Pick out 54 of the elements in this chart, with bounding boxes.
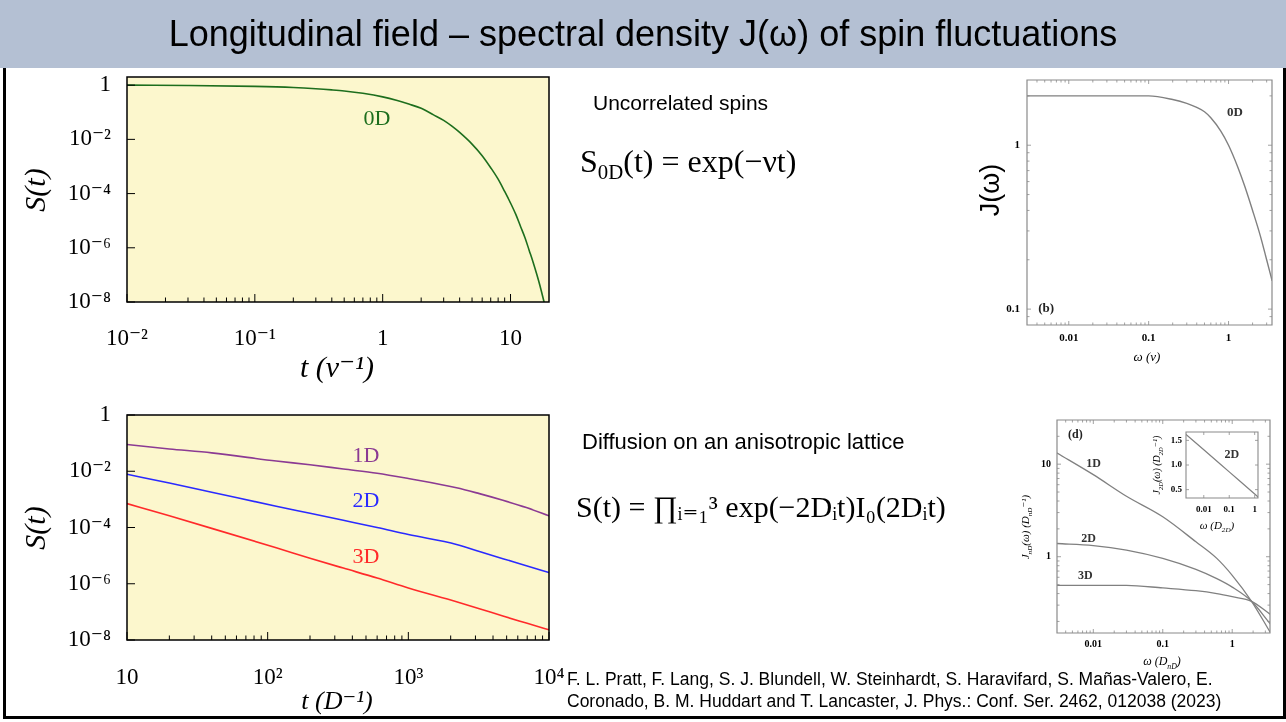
text: F. L. Pratt, F. Lang, S. J. Blundell, W. Steinhardt, S. Haravifard, S. Mañas-Valero, E. Coronado, B. M. Huddart and T. Lancaster, J. Phys.: Conf. Ser. 2462, 012038 (2023) <box>567 669 1223 713</box>
annotation: (d) <box>1067 427 1083 441</box>
y-tick-label: 10⁻⁴ <box>67 513 111 539</box>
x-axis-title: ω (D$_{2D}$) <box>1199 518 1235 535</box>
x-tick-label: 1 <box>1229 637 1235 649</box>
series-label: 3D <box>352 542 380 568</box>
legend-label: 2D <box>1224 447 1240 462</box>
x-tick-label: 10 <box>499 324 523 350</box>
y-tick-label: 10⁻⁶ <box>67 569 111 595</box>
series-label: 0D <box>363 105 391 131</box>
text: S(t) = ∏ᵢ₌₁³ exp(−2Dᵢt)I₀(2Dᵢt) <box>576 489 946 526</box>
series-label: 3D <box>1077 568 1093 583</box>
y-tick-label: 1.0 <box>1170 459 1183 470</box>
y-tick-label: 10⁻² <box>68 457 112 483</box>
y-tick-label: 10⁻⁶ <box>67 233 111 259</box>
y-tick-label: 10⁻⁸ <box>67 626 111 652</box>
y-tick-label: 1.5 <box>1170 434 1183 445</box>
x-tick-label: 1 <box>1252 503 1258 514</box>
y-tick-label: 10⁻⁸ <box>67 288 111 314</box>
text: S$_{0D}$(t) = exp(−νt) <box>580 142 797 184</box>
series-label: 1D <box>1086 455 1102 470</box>
annotation: (b) <box>1038 300 1055 316</box>
x-tick-label: 0.1 <box>1223 503 1236 514</box>
x-axis-title: ω (ν) <box>1133 348 1161 365</box>
y-tick-label: 1 <box>99 71 111 97</box>
x-tick-label: 10² <box>252 663 283 689</box>
x-tick-label: 0.01 <box>1059 331 1079 344</box>
series-label: 2D <box>352 486 380 512</box>
x-tick-label: 10³ <box>393 663 424 689</box>
series-label: 1D <box>352 441 380 467</box>
y-tick-label: 0.5 <box>1170 483 1183 494</box>
y-tick-label: 10⁻⁴ <box>67 179 111 205</box>
x-axis-title: ω (D$_{nD}$) <box>1143 654 1181 671</box>
y-axis-title: S(t) <box>17 506 51 550</box>
x-tick-label: 0.1 <box>1141 331 1156 344</box>
x-tick-label: 1 <box>1225 331 1232 344</box>
x-tick-label: 0.1 <box>1156 637 1170 649</box>
text: Uncorrelated spins <box>593 90 769 116</box>
y-axis-title: J(ω) <box>975 163 1006 217</box>
x-axis-title: t (ν⁻¹) <box>300 349 374 383</box>
x-tick-label: 0.01 <box>1195 503 1213 514</box>
x-tick-label: 10 <box>115 663 139 689</box>
x-tick-label: 10⁴ <box>533 663 565 689</box>
y-axis-title: S(t) <box>17 168 51 212</box>
x-tick-label: 10⁻¹ <box>233 324 276 350</box>
series-label: 2D <box>1081 530 1097 545</box>
text: Diffusion on an anisotropic lattice <box>582 428 905 456</box>
y-tick-label: 1 <box>99 401 111 427</box>
y-tick-label: 10⁻² <box>68 125 112 151</box>
x-tick-label: 1 <box>376 324 389 350</box>
x-tick-label: 0.01 <box>1084 637 1103 649</box>
text: Longitudinal field – spectral density J(ω) of spin fluctuations <box>0 0 1286 68</box>
x-axis-title: t (D⁻¹) <box>301 685 373 716</box>
series-label: 0D <box>1227 104 1243 120</box>
